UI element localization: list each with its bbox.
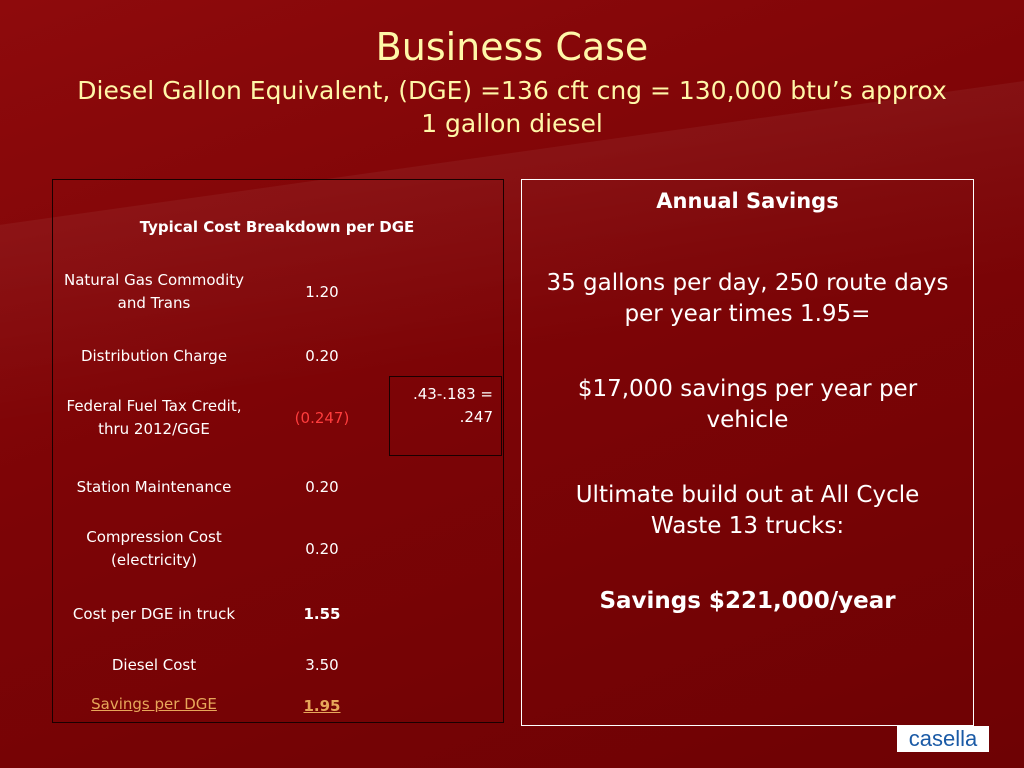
row-value-federal-tax-credit: (0.247) — [294, 408, 350, 427]
annual-savings-line-3: Ultimate build out at All Cycle Waste 13… — [575, 482, 920, 539]
row-label-distribution: Distribution Charge — [80, 346, 228, 365]
row-value-diesel-cost: 3.50 — [305, 655, 339, 674]
row-value-natural-gas: 1.20 — [305, 282, 339, 301]
casella-logo: casella — [897, 726, 989, 752]
row-value-distribution: 0.20 — [305, 346, 339, 365]
savings-per-dge-value-link[interactable]: 1.95 — [303, 696, 341, 715]
cost-table-frame — [52, 179, 504, 723]
row-label-federal-tax-credit: Federal Fuel Tax Credit, thru 2012/GGE — [66, 397, 242, 438]
row-label-station-maintenance: Station Maintenance — [76, 477, 232, 496]
cost-table-heading: Typical Cost Breakdown per DGE — [139, 218, 415, 236]
row-label-cost-per-dge: Cost per DGE in truck — [72, 604, 236, 623]
slide-title: Business Case — [375, 25, 649, 69]
annual-savings-line-1: 35 gallons per day, 250 route days per y… — [546, 270, 949, 327]
row-label-natural-gas: Natural Gas Commodity and Trans — [64, 271, 244, 312]
slide-subtitle: Diesel Gallon Equivalent, (DGE) =136 cft… — [0, 74, 1024, 140]
tax-note-box: .43-.183 = .247 — [389, 376, 502, 456]
row-label-compression-cost: Compression Cost (electricity) — [86, 528, 222, 569]
subtitle-line-1: Diesel Gallon Equivalent, (DGE) =136 cft… — [77, 76, 947, 105]
annual-savings-total: Savings $221,000/year — [599, 588, 896, 614]
savings-per-dge-link[interactable]: Savings per DGE — [91, 694, 217, 713]
row-label-diesel-cost: Diesel Cost — [111, 655, 197, 674]
row-value-compression-cost: 0.20 — [305, 539, 339, 558]
row-value-station-maintenance: 0.20 — [305, 477, 339, 496]
subtitle-line-2: 1 gallon diesel — [421, 109, 603, 138]
row-value-cost-per-dge: 1.55 — [303, 604, 341, 623]
annual-savings-heading: Annual Savings — [656, 189, 839, 213]
annual-savings-line-2: $17,000 savings per year per vehicle — [577, 376, 918, 433]
annual-savings-box — [521, 179, 974, 726]
